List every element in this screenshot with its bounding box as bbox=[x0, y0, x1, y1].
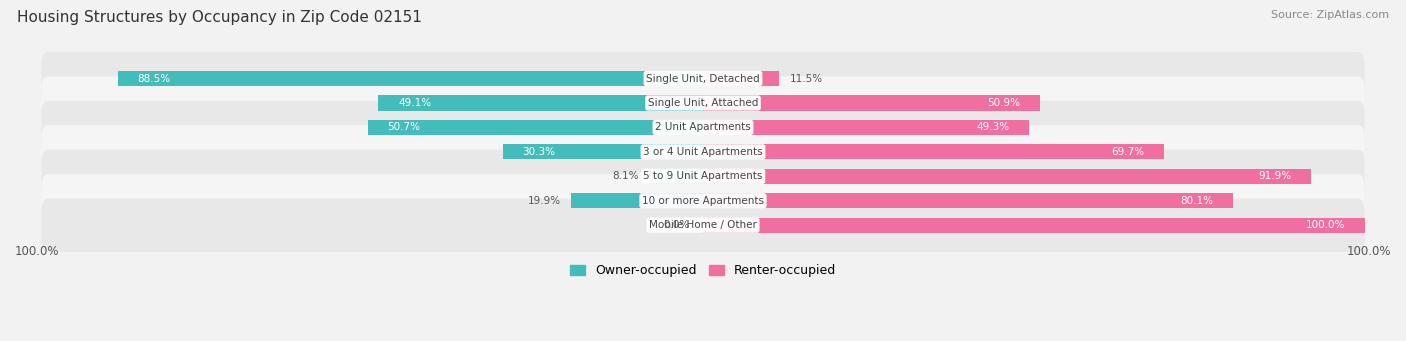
Text: Housing Structures by Occupancy in Zip Code 02151: Housing Structures by Occupancy in Zip C… bbox=[17, 10, 422, 25]
FancyBboxPatch shape bbox=[41, 125, 1365, 178]
Bar bbox=[703, 95, 1039, 110]
Text: 91.9%: 91.9% bbox=[1258, 171, 1291, 181]
Bar bbox=[703, 169, 1310, 184]
Text: Single Unit, Detached: Single Unit, Detached bbox=[647, 74, 759, 84]
FancyBboxPatch shape bbox=[41, 198, 1365, 252]
Text: 88.5%: 88.5% bbox=[138, 74, 170, 84]
FancyBboxPatch shape bbox=[41, 150, 1365, 203]
Text: 50.7%: 50.7% bbox=[388, 122, 420, 132]
Bar bbox=[367, 120, 703, 135]
Text: 11.5%: 11.5% bbox=[790, 74, 823, 84]
Bar bbox=[502, 144, 703, 160]
Text: Mobile Home / Other: Mobile Home / Other bbox=[650, 220, 756, 230]
Legend: Owner-occupied, Renter-occupied: Owner-occupied, Renter-occupied bbox=[565, 260, 841, 282]
Text: 10 or more Apartments: 10 or more Apartments bbox=[643, 196, 763, 206]
Text: Source: ZipAtlas.com: Source: ZipAtlas.com bbox=[1271, 10, 1389, 20]
Bar bbox=[703, 218, 1365, 233]
Text: Single Unit, Attached: Single Unit, Attached bbox=[648, 98, 758, 108]
Text: 2 Unit Apartments: 2 Unit Apartments bbox=[655, 122, 751, 132]
FancyBboxPatch shape bbox=[41, 174, 1365, 227]
Bar bbox=[703, 193, 1233, 208]
Bar bbox=[571, 193, 703, 208]
Text: 8.1%: 8.1% bbox=[613, 171, 638, 181]
Text: 3 or 4 Unit Apartments: 3 or 4 Unit Apartments bbox=[643, 147, 763, 157]
Bar bbox=[703, 120, 1029, 135]
Text: 100.0%: 100.0% bbox=[1305, 220, 1344, 230]
Text: 49.3%: 49.3% bbox=[976, 122, 1010, 132]
Bar bbox=[703, 144, 1164, 160]
Text: 100.0%: 100.0% bbox=[1347, 245, 1391, 258]
Text: 0.0%: 0.0% bbox=[664, 220, 690, 230]
Text: 30.3%: 30.3% bbox=[523, 147, 555, 157]
Bar bbox=[650, 169, 703, 184]
Text: 5 to 9 Unit Apartments: 5 to 9 Unit Apartments bbox=[644, 171, 762, 181]
Bar bbox=[703, 71, 779, 86]
FancyBboxPatch shape bbox=[41, 76, 1365, 130]
FancyBboxPatch shape bbox=[41, 52, 1365, 105]
Text: 69.7%: 69.7% bbox=[1111, 147, 1144, 157]
Bar bbox=[118, 71, 703, 86]
Text: 50.9%: 50.9% bbox=[987, 98, 1019, 108]
Text: 49.1%: 49.1% bbox=[398, 98, 432, 108]
FancyBboxPatch shape bbox=[41, 101, 1365, 154]
Text: 19.9%: 19.9% bbox=[527, 196, 561, 206]
Text: 80.1%: 80.1% bbox=[1180, 196, 1213, 206]
Bar bbox=[378, 95, 703, 110]
Text: 100.0%: 100.0% bbox=[15, 245, 59, 258]
